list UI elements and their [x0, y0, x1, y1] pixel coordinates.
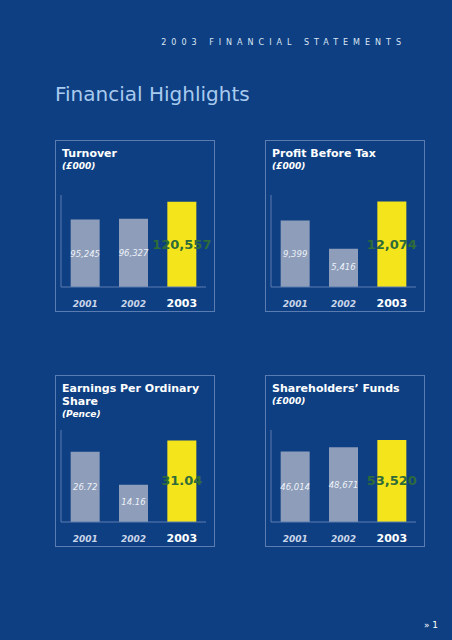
svg-text:12,074: 12,074	[367, 237, 417, 252]
svg-text:46,014: 46,014	[280, 482, 310, 492]
svg-text:96,327: 96,327	[119, 248, 149, 258]
svg-text:31.04: 31.04	[161, 473, 202, 488]
html-text:(Pence): (Pence)	[62, 409, 101, 419]
html-text:Earnings Per Ordinary Share: Earnings Per Ordinary Share	[62, 382, 200, 408]
svg-text:2001: 2001	[73, 534, 98, 544]
svg-text:48,671: 48,671	[329, 480, 359, 490]
svg-text:2002: 2002	[121, 299, 146, 309]
svg-text:2001: 2001	[283, 299, 308, 309]
html-text:(£000): (£000)	[62, 161, 96, 171]
svg-text:2003: 2003	[377, 297, 408, 310]
svg-text:120,557: 120,557	[152, 237, 211, 252]
svg-text:9,399: 9,399	[283, 249, 307, 259]
svg-text:53,520: 53,520	[367, 473, 417, 488]
svg-text:2002: 2002	[121, 534, 146, 544]
svg-text:14.16: 14.16	[121, 497, 146, 507]
html-text:(£000): (£000)	[272, 161, 306, 171]
html-text:Shareholders’ Funds: Shareholders’ Funds	[272, 382, 400, 395]
html-text:Financial Highlights: Financial Highlights	[55, 82, 250, 106]
svg-text:2002: 2002	[331, 534, 356, 544]
svg-text:2003: 2003	[377, 532, 408, 545]
svg-text:2001: 2001	[283, 534, 308, 544]
svg-text:5,416: 5,416	[331, 262, 356, 272]
svg-text:2002: 2002	[331, 299, 356, 309]
svg-text:95,245: 95,245	[70, 249, 100, 259]
html-text:2003 FINANCIAL STATEMENTS: 2003 FINANCIAL STATEMENTS	[161, 38, 406, 47]
html-text:Profit Before Tax: Profit Before Tax	[272, 147, 376, 160]
svg-text:2003: 2003	[167, 532, 198, 545]
svg-text:2003: 2003	[167, 297, 198, 310]
html-text:» 1: » 1	[423, 620, 438, 630]
html-text:(£000): (£000)	[272, 396, 306, 406]
svg-text:2001: 2001	[73, 299, 98, 309]
html-text:Turnover: Turnover	[62, 147, 117, 160]
svg-text:26.72: 26.72	[73, 482, 97, 492]
